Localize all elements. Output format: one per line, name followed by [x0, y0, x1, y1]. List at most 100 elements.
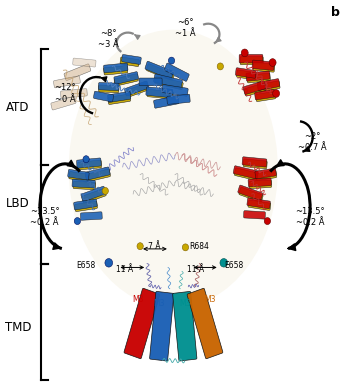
- FancyBboxPatch shape: [254, 89, 275, 100]
- Circle shape: [83, 156, 89, 163]
- FancyBboxPatch shape: [108, 94, 131, 104]
- Text: ~8°
~3 Å: ~8° ~3 Å: [98, 29, 119, 49]
- FancyBboxPatch shape: [155, 76, 183, 90]
- FancyBboxPatch shape: [162, 85, 188, 96]
- FancyBboxPatch shape: [247, 73, 270, 83]
- FancyBboxPatch shape: [147, 89, 174, 99]
- FancyBboxPatch shape: [64, 64, 91, 81]
- FancyBboxPatch shape: [72, 179, 95, 188]
- FancyBboxPatch shape: [248, 200, 271, 210]
- FancyBboxPatch shape: [124, 288, 160, 359]
- Text: M3: M3: [132, 294, 143, 304]
- Text: E658: E658: [77, 261, 96, 270]
- FancyBboxPatch shape: [120, 57, 139, 66]
- Circle shape: [74, 218, 81, 225]
- FancyBboxPatch shape: [247, 198, 271, 209]
- FancyBboxPatch shape: [244, 211, 265, 219]
- FancyBboxPatch shape: [114, 74, 138, 86]
- FancyBboxPatch shape: [258, 81, 280, 92]
- FancyBboxPatch shape: [73, 58, 96, 67]
- FancyBboxPatch shape: [139, 78, 162, 86]
- FancyBboxPatch shape: [234, 168, 259, 180]
- FancyBboxPatch shape: [54, 76, 80, 88]
- FancyBboxPatch shape: [80, 212, 102, 220]
- FancyBboxPatch shape: [82, 189, 106, 203]
- Text: 11 Å: 11 Å: [187, 265, 204, 274]
- Text: 11 Å: 11 Å: [116, 265, 133, 274]
- Text: ~2°
~0.7 Å: ~2° ~0.7 Å: [299, 132, 327, 152]
- Circle shape: [220, 258, 228, 267]
- FancyBboxPatch shape: [256, 170, 277, 180]
- FancyBboxPatch shape: [173, 291, 197, 361]
- Text: ~13.5°
~0.2 Å: ~13.5° ~0.2 Å: [295, 207, 325, 227]
- FancyBboxPatch shape: [114, 72, 139, 84]
- FancyBboxPatch shape: [99, 85, 119, 93]
- Circle shape: [102, 187, 108, 194]
- Text: M3: M3: [180, 298, 191, 308]
- FancyBboxPatch shape: [121, 54, 141, 64]
- FancyBboxPatch shape: [237, 70, 257, 80]
- FancyBboxPatch shape: [85, 167, 110, 180]
- FancyBboxPatch shape: [81, 186, 106, 202]
- FancyBboxPatch shape: [146, 87, 173, 98]
- FancyBboxPatch shape: [68, 170, 89, 180]
- FancyBboxPatch shape: [146, 64, 174, 81]
- Text: M3: M3: [154, 298, 165, 308]
- FancyBboxPatch shape: [75, 201, 98, 211]
- Text: ~12°
~0 Å: ~12° ~0 Å: [54, 83, 76, 104]
- Circle shape: [241, 49, 248, 57]
- FancyBboxPatch shape: [74, 199, 97, 210]
- FancyBboxPatch shape: [61, 88, 87, 98]
- FancyBboxPatch shape: [167, 94, 190, 104]
- FancyBboxPatch shape: [164, 63, 189, 81]
- Text: 7 Å: 7 Å: [148, 242, 160, 251]
- FancyBboxPatch shape: [253, 62, 275, 72]
- FancyBboxPatch shape: [187, 288, 223, 359]
- FancyBboxPatch shape: [244, 83, 266, 96]
- Circle shape: [264, 218, 271, 225]
- Text: M3: M3: [204, 294, 216, 304]
- Text: b: b: [331, 6, 340, 19]
- FancyBboxPatch shape: [150, 291, 174, 361]
- Circle shape: [182, 244, 189, 251]
- Text: E658: E658: [225, 261, 244, 270]
- FancyBboxPatch shape: [239, 187, 263, 202]
- Circle shape: [168, 57, 175, 64]
- Ellipse shape: [69, 30, 278, 308]
- FancyBboxPatch shape: [93, 91, 113, 102]
- FancyBboxPatch shape: [104, 66, 128, 75]
- FancyBboxPatch shape: [98, 83, 119, 90]
- FancyBboxPatch shape: [255, 168, 276, 179]
- FancyBboxPatch shape: [77, 158, 101, 168]
- FancyBboxPatch shape: [69, 171, 90, 182]
- Circle shape: [217, 63, 223, 70]
- FancyBboxPatch shape: [248, 178, 271, 187]
- Text: R684: R684: [189, 242, 209, 251]
- Circle shape: [137, 243, 143, 249]
- FancyBboxPatch shape: [249, 180, 272, 189]
- Circle shape: [105, 258, 113, 267]
- FancyBboxPatch shape: [125, 81, 149, 96]
- Text: ATD: ATD: [6, 100, 30, 114]
- FancyBboxPatch shape: [86, 169, 111, 182]
- Circle shape: [269, 59, 276, 66]
- FancyBboxPatch shape: [256, 92, 276, 102]
- FancyBboxPatch shape: [239, 54, 263, 63]
- Text: ~6°
~1 Å: ~6° ~1 Å: [175, 18, 196, 38]
- Text: ~13.5°
~0.2 Å: ~13.5° ~0.2 Å: [30, 207, 60, 227]
- FancyBboxPatch shape: [73, 181, 96, 190]
- FancyBboxPatch shape: [154, 74, 182, 88]
- FancyBboxPatch shape: [240, 57, 263, 65]
- FancyBboxPatch shape: [236, 68, 256, 78]
- FancyBboxPatch shape: [238, 185, 263, 201]
- FancyBboxPatch shape: [243, 81, 266, 95]
- Text: LBD: LBD: [6, 197, 30, 210]
- FancyBboxPatch shape: [104, 63, 128, 73]
- FancyBboxPatch shape: [145, 61, 174, 79]
- FancyBboxPatch shape: [125, 83, 148, 97]
- Text: TMD: TMD: [5, 321, 32, 334]
- FancyBboxPatch shape: [108, 92, 131, 102]
- FancyBboxPatch shape: [257, 79, 280, 90]
- FancyBboxPatch shape: [51, 96, 76, 110]
- FancyBboxPatch shape: [246, 71, 270, 81]
